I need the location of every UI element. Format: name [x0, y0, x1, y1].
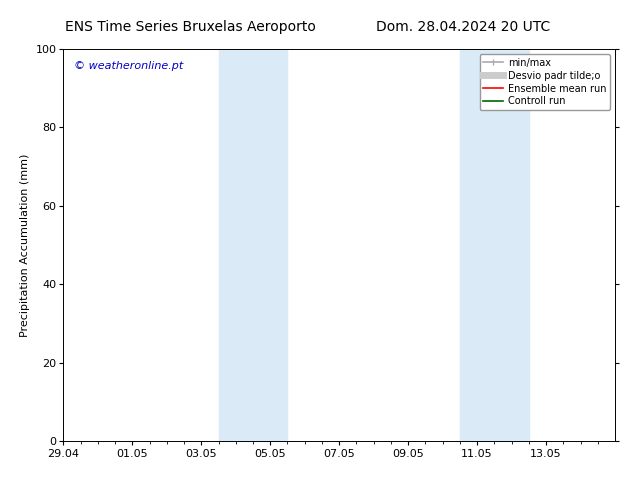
- Text: Dom. 28.04.2024 20 UTC: Dom. 28.04.2024 20 UTC: [376, 20, 550, 34]
- Legend: min/max, Desvio padr tilde;o, Ensemble mean run, Controll run: min/max, Desvio padr tilde;o, Ensemble m…: [479, 54, 610, 110]
- Y-axis label: Precipitation Accumulation (mm): Precipitation Accumulation (mm): [20, 153, 30, 337]
- Text: ENS Time Series Bruxelas Aeroporto: ENS Time Series Bruxelas Aeroporto: [65, 20, 316, 34]
- Text: © weatheronline.pt: © weatheronline.pt: [74, 61, 184, 71]
- Bar: [219, 49, 287, 441]
- Bar: [460, 49, 529, 441]
